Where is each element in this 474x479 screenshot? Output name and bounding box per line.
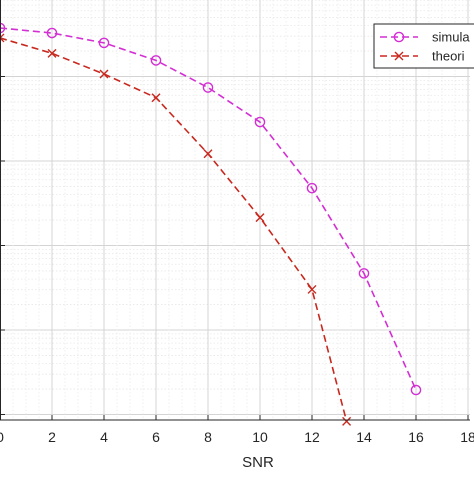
data-point	[46, 27, 58, 39]
data-point	[255, 213, 265, 223]
grid	[0, 0, 470, 420]
series-line-theori	[0, 37, 348, 422]
x-tick-label: 12	[304, 429, 320, 445]
legend-entry-theori: theori	[380, 49, 465, 64]
legend-entry-simula: simula	[380, 30, 470, 45]
legend: simula theori	[373, 23, 474, 69]
legend-box	[373, 23, 474, 69]
data-point	[0, 33, 5, 43]
legend-label: theori	[432, 49, 465, 64]
data-point	[254, 116, 266, 128]
data-point	[99, 69, 109, 79]
x-tick-label: 2	[48, 429, 56, 445]
x-tick-label: 18	[460, 429, 474, 445]
legend-marker	[394, 51, 404, 61]
x-tick-label: 10	[252, 429, 268, 445]
data-point	[47, 48, 57, 58]
x-axis-label: SNR	[242, 454, 274, 471]
legend-marker	[393, 31, 405, 43]
axes: 0 2 4 6 8 10 12 14 16 18	[0, 0, 474, 445]
series-simula	[0, 22, 422, 396]
legend-label: simula	[432, 30, 470, 45]
data-point	[98, 37, 110, 49]
data-point	[307, 284, 317, 294]
data-point	[0, 22, 6, 34]
series-layer	[0, 22, 422, 426]
series-theori	[0, 33, 352, 426]
x-tick-label: 14	[356, 429, 372, 445]
series-line-simula	[0, 27, 417, 391]
data-point	[342, 416, 352, 426]
data-point	[203, 149, 213, 159]
x-tick-label: 16	[408, 429, 424, 445]
data-point	[151, 93, 161, 103]
data-point	[410, 384, 422, 396]
data-point	[202, 82, 214, 93]
x-tick-label: 8	[204, 429, 212, 445]
data-point	[150, 55, 162, 66]
x-tick-label: 4	[100, 429, 108, 445]
data-point	[358, 268, 370, 279]
x-tick-label: 6	[152, 429, 160, 445]
x-tick-label: 0	[0, 429, 4, 445]
data-point	[306, 182, 318, 194]
